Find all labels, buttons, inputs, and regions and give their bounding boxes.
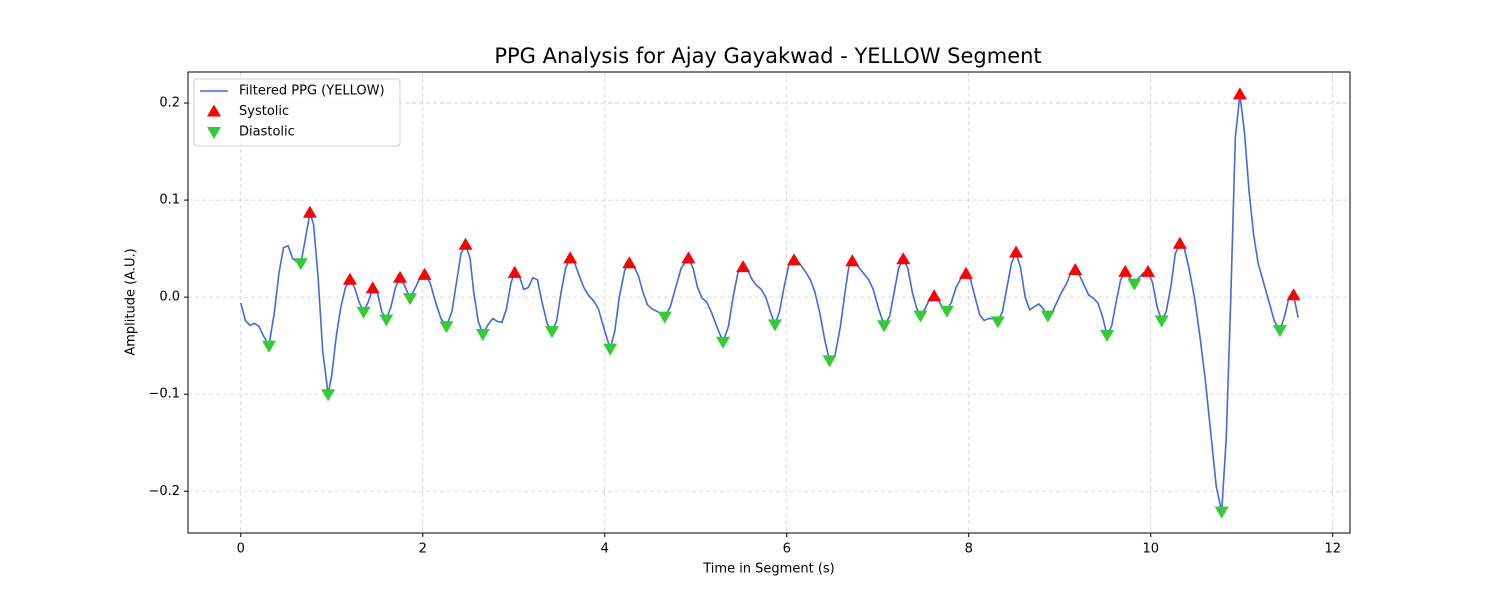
peak-marker (1214, 506, 1229, 519)
peak-marker (767, 319, 782, 332)
peak-marker (845, 254, 860, 267)
legend-swatch (207, 127, 221, 139)
peak-marker (959, 266, 974, 279)
legend-box (193, 78, 401, 147)
peak-marker (439, 321, 454, 334)
peak-marker (603, 343, 618, 356)
y-tick-label: −0.2 (148, 484, 180, 499)
peak-marker (379, 314, 394, 327)
y-tick-label: 0.0 (159, 290, 180, 305)
x-tick-label: 6 (783, 542, 791, 557)
peak-marker (1140, 264, 1155, 277)
peak-marker (1009, 245, 1024, 258)
peak-marker (1118, 264, 1133, 277)
peak-marker (990, 316, 1005, 329)
legend-swatch (207, 104, 221, 117)
x-tick-label: 2 (419, 542, 427, 557)
peak-marker (1172, 236, 1187, 249)
peak-marker (896, 252, 911, 265)
peak-marker (458, 237, 473, 250)
x-tick-label: 10 (1142, 542, 1159, 557)
y-tick-label: −0.1 (148, 387, 180, 402)
y-tick-label: 0.1 (159, 193, 180, 208)
peak-marker (475, 329, 490, 342)
x-tick-label: 0 (237, 542, 245, 557)
peak-marker (1068, 262, 1083, 275)
legend-label: Diastolic (239, 125, 295, 140)
y-axis-label: Amplitude (A.U.) (124, 248, 139, 355)
legend: Filtered PPG (YELLOW) Systolic Diastolic (193, 78, 401, 147)
x-tick-label: 4 (601, 542, 609, 557)
peak-marker (417, 267, 432, 280)
peak-marker (563, 251, 578, 264)
peak-marker (787, 253, 802, 266)
peak-marker (342, 272, 357, 285)
peak-marker (302, 205, 317, 218)
peak-marker (356, 306, 371, 319)
peak-marker (507, 265, 522, 278)
x-tick-label: 8 (965, 542, 973, 557)
legend-label: Filtered PPG (YELLOW) (239, 84, 385, 99)
peak-marker (261, 340, 276, 353)
plot-frame (187, 71, 1351, 534)
peak-marker (1272, 325, 1287, 338)
peak-marker (927, 289, 942, 302)
peak-marker (939, 305, 954, 318)
peak-marker (1232, 87, 1247, 100)
x-axis-label: Time in Segment (s) (702, 562, 834, 577)
peak-marker (913, 310, 928, 323)
peak-marker (365, 281, 380, 294)
peak-marker (393, 270, 408, 283)
peak-marker (657, 311, 672, 324)
peak-marker (1040, 310, 1055, 323)
legend-label: Systolic (239, 104, 289, 119)
ppg-line (240, 94, 1299, 512)
x-tick-label: 12 (1324, 542, 1341, 557)
peak-marker (822, 355, 837, 368)
peak-marker (293, 258, 308, 271)
peak-marker (877, 320, 892, 333)
peak-marker (622, 256, 637, 269)
chart-title: PPG Analysis for Ajay Gayakwad - YELLOW … (494, 44, 1041, 68)
peak-marker (1286, 288, 1301, 301)
peak-marker (321, 389, 336, 402)
peak-marker (1154, 315, 1169, 328)
peak-marker (716, 336, 731, 349)
peak-marker (544, 326, 559, 339)
peak-marker (403, 293, 418, 306)
peak-marker (1127, 278, 1142, 291)
peak-marker (1100, 330, 1115, 343)
peak-marker (736, 260, 751, 273)
y-tick-label: 0.2 (159, 96, 180, 111)
peak-marker (681, 251, 696, 264)
